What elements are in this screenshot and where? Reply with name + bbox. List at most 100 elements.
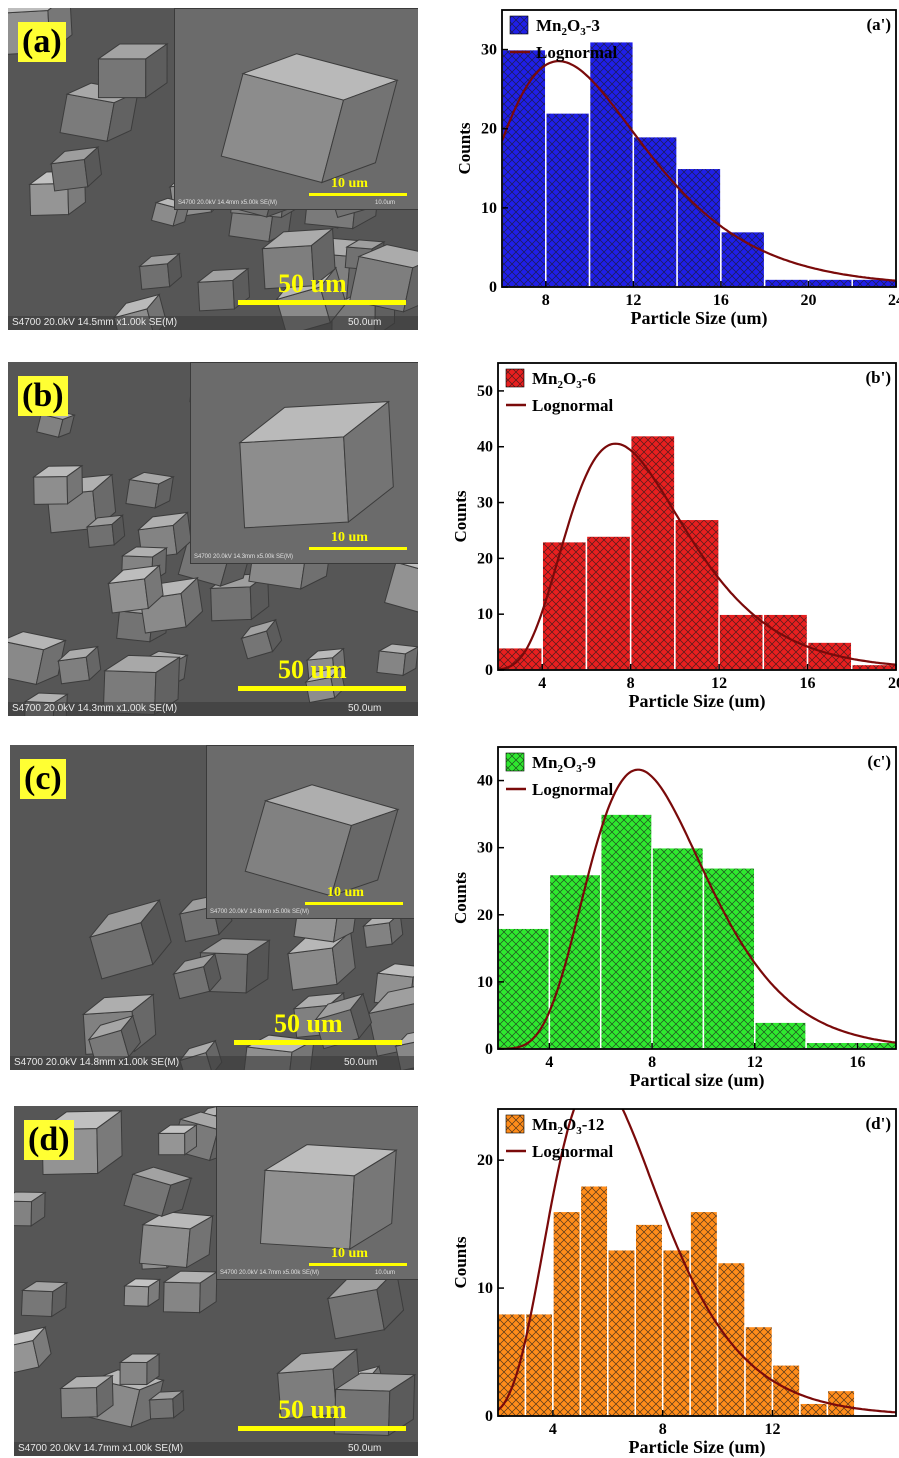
plot-frame [497, 746, 897, 1050]
chart-panel-label: (c') [867, 752, 891, 771]
y-tick-label: 10 [477, 1280, 493, 1297]
legend-label-series: Mn2O3-12 [532, 1115, 604, 1137]
cube-crystal [85, 514, 126, 548]
y-tick-label: 50 [477, 383, 493, 400]
histogram-bar [498, 927, 551, 1049]
x-tick-label: 12 [625, 292, 641, 309]
cube-crystal [259, 1144, 398, 1250]
legend-swatch-histogram [509, 15, 529, 35]
scale-label: 50 um [278, 269, 347, 298]
histogram-bar [689, 1210, 719, 1416]
cube-crystal [123, 1166, 193, 1217]
inset-instrument-info: S4700 20.0kV 14.8mm x5.00k SE(M) [210, 909, 310, 915]
histogram-bar [806, 641, 853, 670]
histogram-chart-c: 4 8 12 16 0 10 20 30 40 Partical size (um) Counts (… [451, 746, 897, 1091]
histogram-bar [763, 278, 810, 287]
lognormal-fit-line [502, 59, 896, 282]
panel-label: (d) [24, 1120, 74, 1160]
cube-crystal [138, 1211, 215, 1269]
scale-bar [238, 300, 406, 305]
histogram-bar [629, 434, 676, 670]
cube-crystal [36, 409, 77, 439]
inset-scale-bar [309, 1263, 407, 1266]
panel-label: (b) [18, 376, 68, 416]
footer-scale: 50.0um [348, 703, 382, 714]
x-tick-label: 24 [888, 292, 899, 309]
chart-panel-label: (d') [866, 1114, 892, 1133]
x-tick-label: 12 [711, 675, 727, 692]
y-tick-label: 0 [485, 1041, 493, 1058]
cube-crystal [32, 464, 84, 505]
y-tick-label: 40 [477, 773, 493, 790]
y-tick-label: 20 [477, 550, 493, 567]
y-tick-label: 10 [477, 974, 493, 991]
histogram-bar [754, 1021, 807, 1049]
x-axis-label: Particle Size (um) [629, 691, 766, 712]
histogram-bar [524, 1312, 554, 1416]
histogram-chart-d: 4 8 12 0 10 20 Particle Size (um) Counts (d') Mn2… [451, 1108, 897, 1458]
x-tick-label: 4 [538, 675, 546, 692]
sem-inset-image: 10 um S4700 20.0kV 14.4mm x5.00k SE(M) 10.… [174, 8, 418, 210]
y-tick-label: 30 [477, 840, 493, 857]
instrument-info: S4700 20.0kV 14.3mm x1.00k SE(M) [12, 703, 178, 714]
x-tick-label: 16 [713, 292, 729, 309]
cube-crystal [56, 645, 102, 685]
histogram-bar [807, 278, 853, 287]
legend-label-fit: Lognormal [532, 780, 614, 799]
y-axis-label: Counts [451, 490, 470, 542]
lognormal-fit-line [498, 768, 896, 1049]
inset-scale-label: 10 um [331, 530, 368, 545]
cube-crystal [49, 146, 102, 192]
legend-label-fit: Lognormal [532, 396, 614, 415]
histogram-bar [661, 1248, 691, 1416]
histogram-bar [799, 1402, 829, 1416]
histogram-chart-b: 4 8 12 16 20 0 10 20 30 40 50 Particle Size (um) Cou… [451, 362, 899, 712]
cube-crystal [333, 1372, 417, 1437]
y-tick-label: 0 [489, 279, 497, 296]
histogram-bar [716, 1261, 746, 1416]
cube-crystal [157, 1124, 198, 1156]
histogram-bar [541, 540, 588, 670]
legend-label-fit: Lognormal [532, 1142, 614, 1161]
inset-footer-scale: 10.0um [375, 1270, 396, 1276]
cube-crystal [196, 267, 251, 312]
histogram-bar [674, 518, 720, 670]
cube-crystal [220, 53, 399, 184]
cube-crystal [138, 252, 182, 290]
histogram-bar [545, 112, 591, 287]
y-tick-label: 30 [481, 42, 497, 59]
plot-frame [497, 362, 897, 671]
x-tick-label: 12 [764, 1421, 780, 1438]
sem-inset-image: 10 um S4700 20.0kV 14.8mm x5.00k SE(M) [206, 745, 414, 919]
legend-label-series: Mn2O3-6 [532, 369, 596, 391]
cube-crystal [238, 400, 394, 529]
scale-label: 50 um [278, 1395, 347, 1424]
legend-swatch-histogram [505, 752, 525, 772]
histogram-bar [548, 873, 602, 1049]
histogram-bar [599, 813, 653, 1049]
sem-inset-image: 10 um S4700 20.0kV 14.3mm x5.00k SE(M) [190, 362, 418, 564]
instrument-info: S4700 20.0kV 14.8mm x1.00k SE(M) [14, 1057, 180, 1068]
x-tick-label: 20 [800, 292, 816, 309]
y-tick-label: 10 [481, 200, 497, 217]
y-axis-label: Counts [455, 122, 474, 174]
inset-instrument-info: S4700 20.0kV 14.3mm x5.00k SE(M) [194, 554, 294, 560]
chart-panel-label: (b') [866, 368, 892, 387]
histogram-bar [702, 867, 756, 1049]
y-tick-label: 10 [477, 606, 493, 623]
histogram-bar [579, 1185, 609, 1416]
instrument-info: S4700 20.0kV 14.5mm x1.00k SE(M) [12, 317, 178, 328]
histogram-bar [762, 613, 809, 670]
histogram-bar [771, 1364, 801, 1416]
cube-crystal [349, 244, 418, 313]
x-tick-label: 16 [800, 675, 816, 692]
sem-image-b: 10 um S4700 20.0kV 14.3mm x5.00k SE(M) (b)… [8, 362, 418, 716]
sem-image-c: 10 um S4700 20.0kV 14.8mm x5.00k SE(M) (c)… [10, 745, 414, 1070]
cube-crystal [162, 1270, 219, 1314]
x-tick-label: 8 [542, 292, 550, 309]
cube-crystal [20, 1280, 69, 1318]
scale-label: 50 um [274, 1009, 343, 1038]
sem-image-a: 10 um S4700 20.0kV 14.4mm x5.00k SE(M) 10.… [8, 8, 418, 330]
panel-label: (c) [20, 759, 66, 799]
inset-instrument-info: S4700 20.0kV 14.4mm x5.00k SE(M) [178, 200, 278, 206]
